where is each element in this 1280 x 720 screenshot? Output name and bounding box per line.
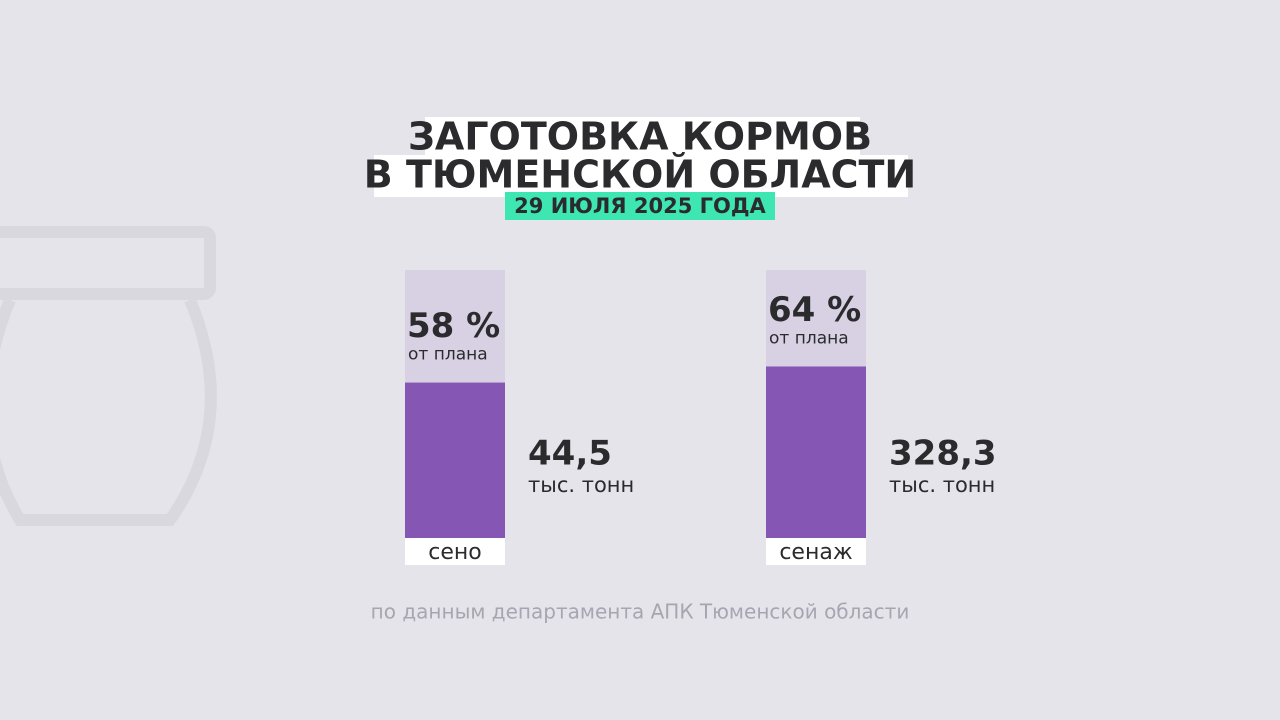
background-icon (0, 226, 217, 526)
bar (405, 382, 505, 538)
category-label: сено (428, 540, 481, 565)
plan-label: от плана (408, 345, 488, 365)
amount-label: 44,5 (528, 434, 612, 474)
bar (766, 366, 866, 538)
value-label: 58 % (407, 306, 500, 346)
amount-label: 328,3 (889, 434, 997, 474)
category-label-box (405, 538, 505, 565)
value-label: 64 % (768, 290, 861, 330)
chart-title: ЗАГОТОВКА КОРМОВ (408, 115, 872, 159)
date-highlight (505, 192, 775, 220)
title-highlight (425, 117, 860, 159)
chart-subtitle: 29 ИЮЛЯ 2025 ГОДА (514, 194, 766, 218)
amount-unit: тыс. тонн (889, 473, 995, 497)
chart-title: В ТЮМЕНСКОЙ ОБЛАСТИ (364, 153, 916, 197)
category-label-box (766, 538, 866, 565)
source-note: по данным департамента АПК Тюменской обл… (371, 600, 910, 624)
amount-unit: тыс. тонн (528, 473, 634, 497)
category-label: сенаж (779, 540, 852, 565)
title-highlight (374, 155, 908, 197)
plan-label: от плана (769, 328, 849, 348)
